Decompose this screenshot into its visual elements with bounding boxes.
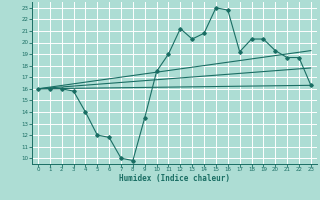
X-axis label: Humidex (Indice chaleur): Humidex (Indice chaleur) — [119, 174, 230, 183]
